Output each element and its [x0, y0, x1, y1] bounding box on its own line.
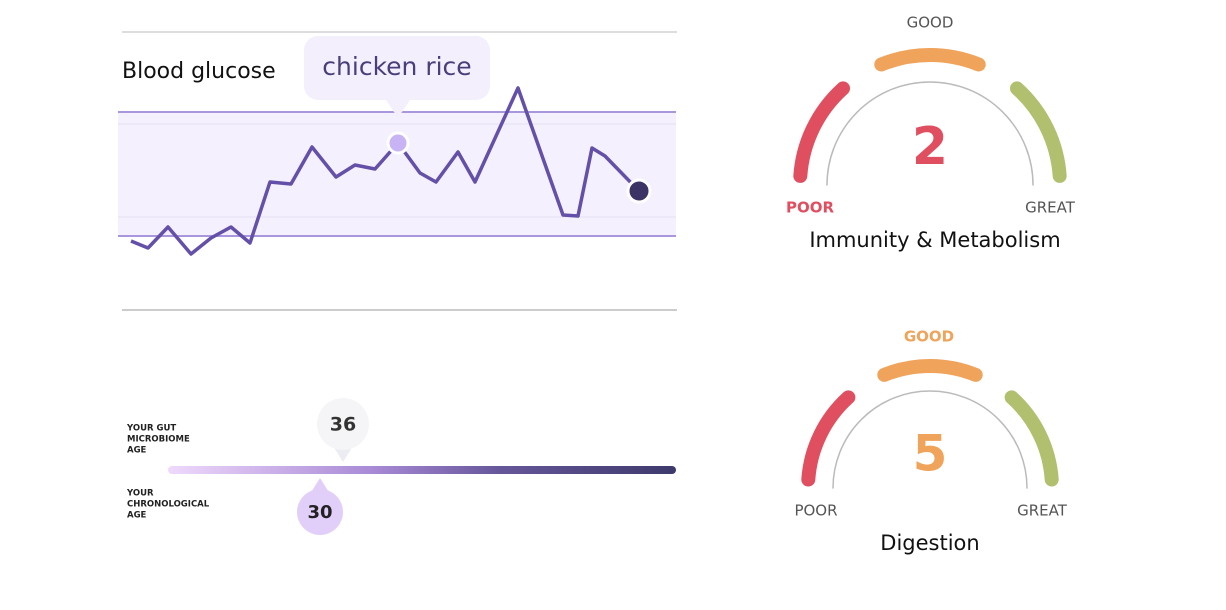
poor-label: POOR — [786, 199, 834, 217]
inner-arc — [826, 81, 1034, 186]
gut-age-value: 36 — [330, 414, 356, 436]
great-arc — [1004, 390, 1059, 487]
great-label: GREAT — [1025, 199, 1076, 217]
gauge: GOOD POOR GREAT 5 Digestion — [794, 328, 1067, 556]
label-line: MICROBIOME — [127, 435, 190, 445]
poor-label: POOR — [794, 502, 837, 520]
gut-age-bubble — [317, 398, 369, 450]
good-label: GOOD — [904, 328, 954, 346]
score: 5 — [913, 425, 948, 483]
good-label: GOOD — [907, 14, 954, 32]
inner-arc — [832, 390, 1028, 489]
label-line: YOUR GUT — [126, 424, 176, 434]
current-dot — [626, 178, 652, 204]
label-line: CHRONOLOGICAL — [127, 500, 210, 510]
tooltip-text: chicken rice — [322, 52, 471, 81]
chart-title: Blood glucose — [122, 59, 276, 84]
great-arc — [1009, 81, 1067, 183]
chronological-age-label: YOUR CHRONOLOGICAL AGE — [126, 489, 210, 521]
age-bar — [168, 466, 676, 474]
label-line: YOUR — [126, 489, 154, 499]
good-arc — [874, 48, 986, 72]
gauge-label: Digestion — [880, 531, 979, 555]
gut-age-label: YOUR GUT MICROBIOME AGE — [126, 424, 190, 456]
chronological-age-value: 30 — [307, 502, 332, 523]
bubble-pointer — [333, 446, 353, 462]
glucose-line — [130, 86, 641, 256]
tooltip — [304, 36, 490, 100]
poor-arc — [801, 390, 856, 487]
meal-dot — [386, 131, 410, 155]
tooltip-pointer — [386, 100, 410, 118]
gauge: GOOD POOR GREAT 2 Immunity & Metabolism — [786, 14, 1076, 253]
chronological-age-bubble — [297, 489, 343, 535]
label-line: AGE — [127, 511, 147, 521]
gauge-label: Immunity & Metabolism — [809, 228, 1060, 252]
label-line: AGE — [127, 446, 147, 456]
poor-arc — [793, 81, 851, 183]
great-label: GREAT — [1017, 502, 1068, 520]
good-arc — [877, 359, 983, 382]
score: 2 — [912, 117, 948, 177]
